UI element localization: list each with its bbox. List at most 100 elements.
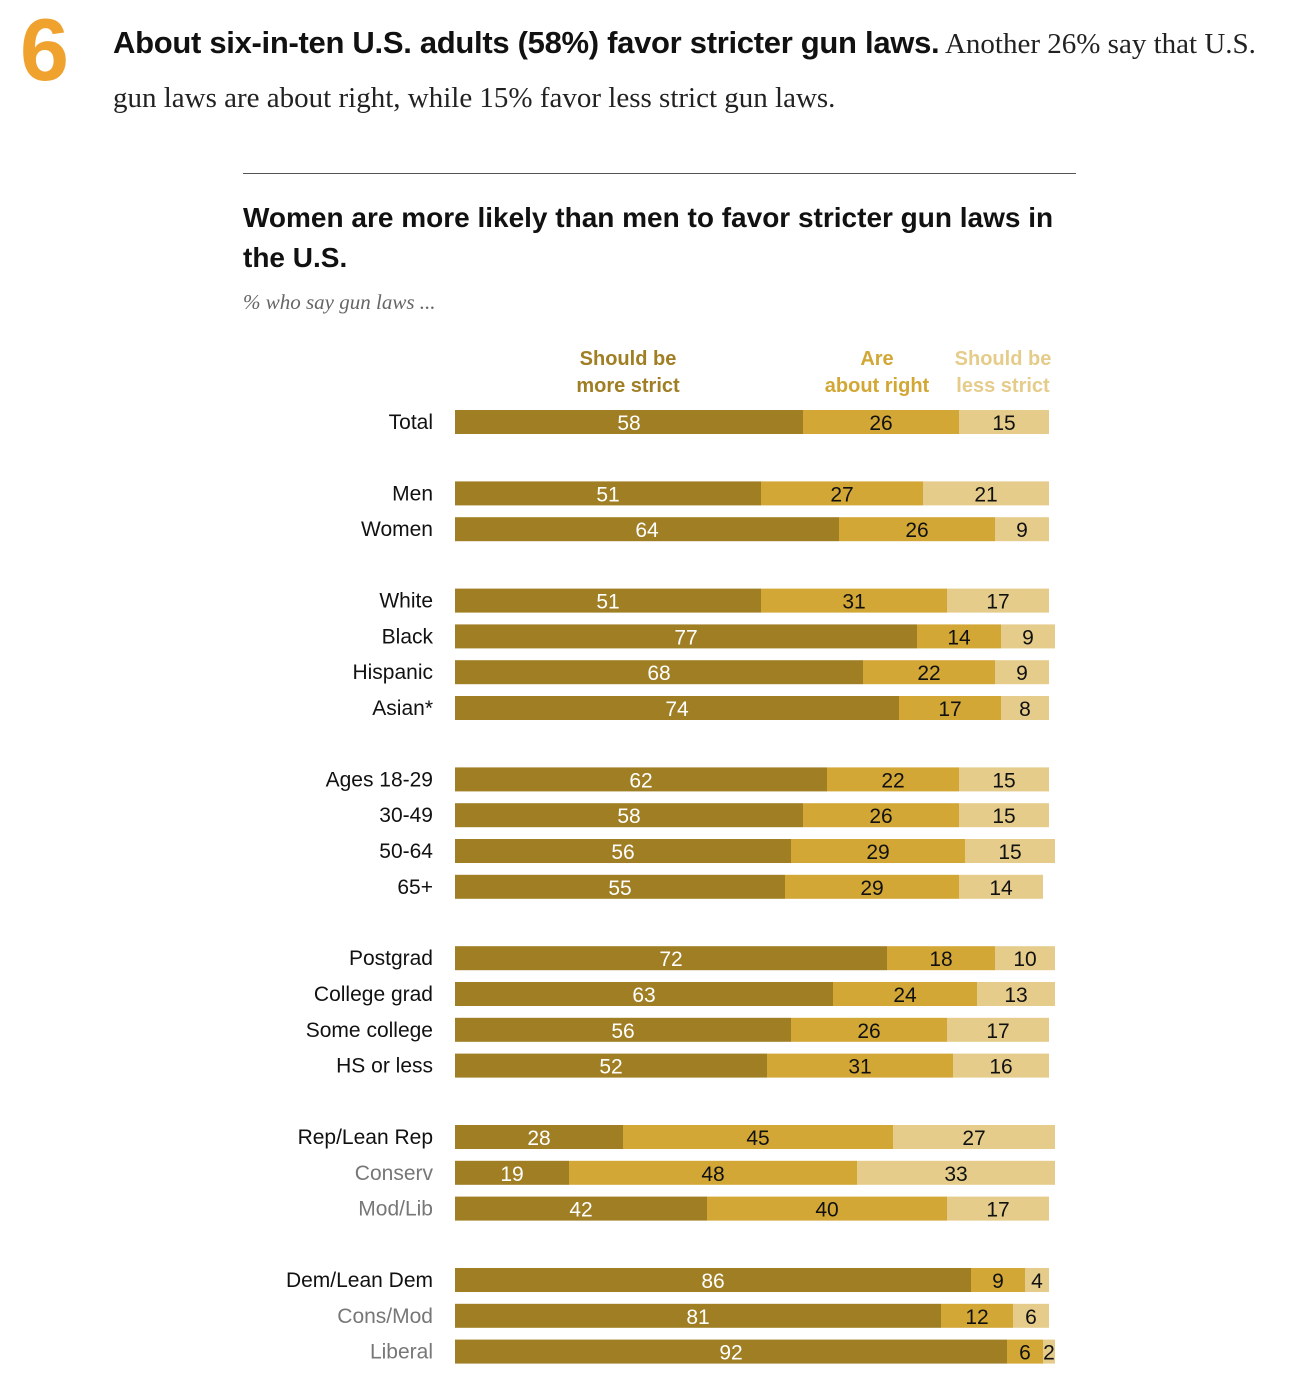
category-label: Hispanic xyxy=(352,661,433,684)
data-label-1: 45 xyxy=(746,1127,769,1150)
bar-segment-0 xyxy=(455,839,791,863)
chart-top-rule xyxy=(243,173,1076,174)
category-label: Men xyxy=(392,482,433,505)
bar-segment-2 xyxy=(947,1196,1049,1221)
data-label-1: 9 xyxy=(992,1270,1004,1293)
category-label: 65+ xyxy=(397,876,433,899)
bar-segment-0 xyxy=(455,481,761,506)
data-label-2: 8 xyxy=(1019,698,1031,721)
data-label-0: 52 xyxy=(599,1056,622,1079)
bar-segment-2 xyxy=(923,481,1049,506)
data-label-0: 42 xyxy=(569,1199,592,1222)
data-label-2: 13 xyxy=(1004,984,1027,1007)
data-label-0: 55 xyxy=(608,877,631,900)
bar-segment-1 xyxy=(623,1125,893,1149)
data-label-1: 26 xyxy=(905,519,928,542)
bar-segment-2 xyxy=(959,874,1043,899)
data-label-0: 92 xyxy=(719,1342,742,1365)
legend-label-1-1: about right xyxy=(825,375,930,397)
intro-paragraph: About six-in-ten U.S. adults (58%) favor… xyxy=(113,16,1283,125)
data-label-1: 26 xyxy=(857,1020,880,1043)
data-label-1: 29 xyxy=(866,841,889,864)
bar-segment-1 xyxy=(899,696,1001,720)
bar-segment-0 xyxy=(455,1160,569,1185)
bar-segment-2 xyxy=(959,803,1049,828)
bar-segment-1 xyxy=(1007,1339,1043,1364)
data-label-2: 16 xyxy=(989,1056,1012,1079)
bar-segment-0 xyxy=(455,696,899,720)
bar-segment-0 xyxy=(455,1303,941,1328)
bar-segment-0 xyxy=(455,803,803,828)
category-label: Cons/Mod xyxy=(337,1305,433,1328)
bar-segment-1 xyxy=(761,588,947,613)
data-label-0: 72 xyxy=(659,948,682,971)
chart-subtitle: % who say gun laws ... xyxy=(243,290,436,314)
category-label: Rep/Lean Rep xyxy=(298,1126,433,1149)
category-label: Mod/Lib xyxy=(358,1198,433,1221)
bar-segment-2 xyxy=(959,410,1049,434)
data-label-2: 17 xyxy=(986,1199,1009,1222)
category-label: Asian* xyxy=(372,697,433,720)
legend-label-0-1: more strict xyxy=(576,375,680,397)
bar-segment-1 xyxy=(791,839,965,863)
category-label: 30-49 xyxy=(379,804,433,827)
bar-segment-1 xyxy=(887,946,995,971)
item-number: 6 xyxy=(20,0,69,99)
category-label: Postgrad xyxy=(349,947,433,970)
data-label-0: 62 xyxy=(629,769,652,792)
data-label-1: 31 xyxy=(848,1056,871,1079)
category-label: HS or less xyxy=(336,1055,433,1078)
bar-segment-2 xyxy=(857,1160,1055,1185)
bar-segment-1 xyxy=(941,1303,1013,1328)
data-label-2: 14 xyxy=(989,877,1013,900)
bar-segment-0 xyxy=(455,1053,767,1078)
intro-lead: About six-in-ten U.S. adults (58%) favor… xyxy=(113,25,940,60)
data-label-2: 6 xyxy=(1025,1306,1037,1329)
bar-segment-0 xyxy=(455,660,863,685)
data-label-0: 74 xyxy=(665,698,689,721)
bar-segment-1 xyxy=(971,1268,1025,1292)
data-label-1: 26 xyxy=(869,805,892,828)
bar-segment-0 xyxy=(455,1339,1007,1364)
data-label-1: 27 xyxy=(830,483,853,506)
bar-segment-2 xyxy=(977,982,1055,1006)
bar-segment-2 xyxy=(1043,1339,1055,1364)
bar-segment-1 xyxy=(569,1160,857,1185)
bar-segment-0 xyxy=(455,624,917,649)
data-label-1: 29 xyxy=(860,877,883,900)
data-label-1: 24 xyxy=(893,984,917,1007)
data-label-1: 26 xyxy=(869,412,892,435)
category-label: Black xyxy=(382,625,434,648)
data-label-1: 18 xyxy=(929,948,952,971)
data-label-2: 17 xyxy=(986,591,1009,614)
bar-segment-1 xyxy=(761,481,923,506)
data-label-2: 17 xyxy=(986,1020,1009,1043)
data-label-0: 58 xyxy=(617,805,640,828)
data-label-1: 22 xyxy=(881,769,904,792)
data-label-1: 48 xyxy=(701,1163,724,1186)
data-label-2: 15 xyxy=(992,805,1015,828)
data-label-0: 68 xyxy=(647,662,670,685)
data-label-0: 56 xyxy=(611,841,634,864)
bar-segment-2 xyxy=(893,1125,1055,1149)
data-label-1: 31 xyxy=(842,591,865,614)
bar-segment-2 xyxy=(947,588,1049,613)
bar-segment-1 xyxy=(839,517,995,542)
bar-segment-1 xyxy=(791,1017,947,1042)
data-label-1: 40 xyxy=(815,1199,838,1222)
bar-segment-0 xyxy=(455,767,827,792)
bar-segment-0 xyxy=(455,946,887,971)
data-label-1: 22 xyxy=(917,662,940,685)
category-label: 50-64 xyxy=(379,840,433,863)
data-label-2: 9 xyxy=(1016,519,1028,542)
bar-segment-0 xyxy=(455,410,803,434)
data-label-2: 10 xyxy=(1013,948,1036,971)
category-label: Dem/Lean Dem xyxy=(286,1269,433,1292)
bar-segment-2 xyxy=(995,946,1055,971)
bar-segment-2 xyxy=(953,1053,1049,1078)
data-label-2: 21 xyxy=(974,483,997,506)
category-label: White xyxy=(379,590,433,613)
data-label-0: 28 xyxy=(527,1127,550,1150)
category-label: College grad xyxy=(314,983,433,1006)
bar-segment-0 xyxy=(455,1268,971,1292)
